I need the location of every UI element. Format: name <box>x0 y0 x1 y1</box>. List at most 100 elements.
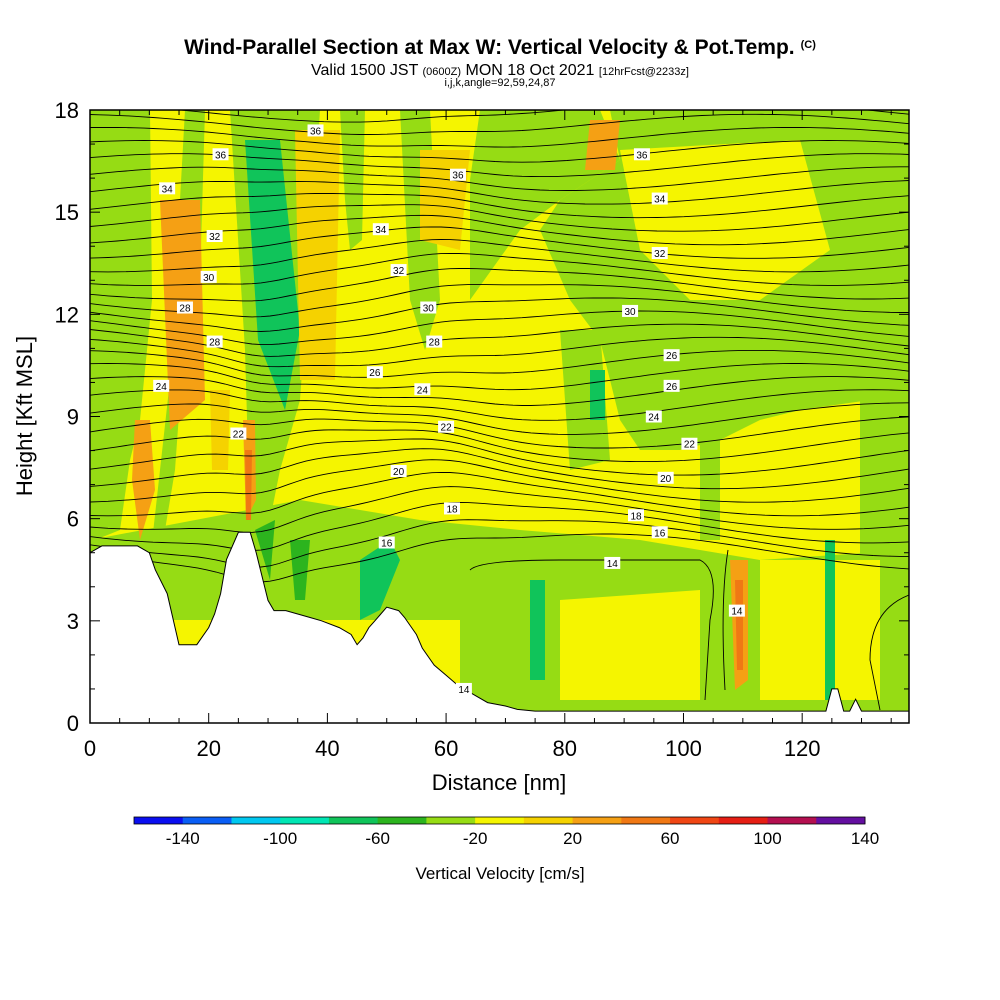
contour-label: 32 <box>206 230 223 243</box>
velocity-region-24 <box>295 130 340 380</box>
contour-label: 14 <box>604 556 621 570</box>
contour-label-bg <box>645 410 662 423</box>
colorbar-swatch <box>426 817 476 824</box>
theta-contour-line <box>90 323 909 357</box>
contour-label: 24 <box>414 383 431 396</box>
contour-label-bg <box>307 124 324 137</box>
theta-contour-line <box>90 349 909 378</box>
theta-contour-line <box>90 226 909 259</box>
contour-label: 24 <box>645 410 662 424</box>
y-tick-label: 0 <box>67 711 79 736</box>
colorbar-swatch <box>670 817 720 824</box>
velocity-region-19 <box>255 520 275 580</box>
valid-utc: (0600Z) <box>422 66 462 78</box>
theta-contour-line <box>90 389 909 421</box>
velocity-region-9 <box>620 140 830 300</box>
contour-label-text: 32 <box>393 266 405 277</box>
contour-label: 26 <box>663 349 680 362</box>
contour-label: 22 <box>438 420 455 434</box>
velocity-region-28 <box>735 580 743 670</box>
contour-label-bg <box>390 464 407 477</box>
velocity-region-25 <box>585 120 620 170</box>
colorbar-label: Vertical Velocity [cm/s] <box>415 864 585 883</box>
contour-label: 36 <box>449 168 466 182</box>
x-tick-label: 0 <box>84 736 96 761</box>
contour-label-text: 28 <box>179 304 191 315</box>
velocity-region-22 <box>245 450 252 520</box>
theta-contour-line <box>90 438 909 476</box>
theta-contour-line <box>90 180 909 205</box>
velocity-region-23 <box>160 200 205 430</box>
contour-label-text: 26 <box>369 368 381 379</box>
theta-contour-line <box>90 448 909 490</box>
contour-label-text: 28 <box>429 338 441 349</box>
y-axis-label: Height [Kft MSL] <box>12 336 37 496</box>
contour-label: 36 <box>307 124 324 137</box>
theta-contour-line <box>90 126 909 148</box>
contour-label-text: 32 <box>209 232 221 243</box>
contour-label-text: 16 <box>654 528 666 539</box>
contour-label-bg <box>651 247 668 260</box>
contour-label: 36 <box>633 148 650 161</box>
contour-label-text: 26 <box>666 382 678 393</box>
velocity-region-20 <box>132 420 155 540</box>
contour-label-text: 20 <box>660 474 672 485</box>
contour-label-text: 36 <box>215 150 227 161</box>
theta-contour-line <box>469 559 714 701</box>
contour-label-bg <box>728 604 745 617</box>
contour-label-bg <box>159 182 176 195</box>
x-axis-label: Distance [nm] <box>432 770 567 795</box>
chart-title-text: Wind-Parallel Section at Max W: Vertical… <box>184 36 795 59</box>
contour-label: 22 <box>681 437 698 451</box>
theta-contour-line <box>722 549 729 691</box>
contour-label-bg <box>622 304 639 317</box>
contour-label-text: 36 <box>310 126 322 137</box>
contour-label-bg <box>426 335 443 348</box>
contour-label-bg <box>200 270 217 283</box>
contour-label-text: 14 <box>458 685 470 696</box>
contour-label-bg <box>230 427 247 440</box>
theta-contour-line <box>90 416 909 449</box>
contour-label-text: 30 <box>203 273 215 284</box>
contour-label: 24 <box>153 379 170 393</box>
colorbar-swatch <box>475 817 525 824</box>
contour-label-bg <box>212 148 229 161</box>
contour-label-text: 26 <box>666 351 678 362</box>
contour-label-text: 24 <box>156 382 168 393</box>
velocity-region-10 <box>560 330 610 470</box>
contour-label-text: 22 <box>233 430 245 441</box>
contour-label-text: 36 <box>636 150 648 161</box>
contour-label-bg <box>455 682 472 695</box>
contour-label-text: 20 <box>393 467 405 478</box>
contour-label-bg <box>414 383 431 396</box>
section-params: i,j,k,angle=92,59,24,87 <box>444 77 556 89</box>
contour-label: 30 <box>622 304 639 318</box>
y-tick-label: 9 <box>67 405 79 430</box>
contour-label: 28 <box>426 335 443 349</box>
contour-label-bg <box>366 366 383 379</box>
contour-label-text: 14 <box>731 607 743 618</box>
contour-label: 28 <box>176 301 193 315</box>
velocity-region-29 <box>210 390 230 470</box>
contour-label-bg <box>390 264 407 277</box>
y-tick-label: 18 <box>55 98 79 123</box>
contour-label-bg <box>444 502 461 515</box>
contour-label-text: 22 <box>684 440 696 451</box>
colorbar-tick-label: 20 <box>563 829 582 848</box>
contour-label: 32 <box>651 247 668 260</box>
contour-label-text: 24 <box>648 413 660 424</box>
colorbar-frame <box>133 816 866 825</box>
contour-label: 34 <box>651 192 668 206</box>
velocity-region-30 <box>590 370 605 420</box>
contour-label: 32 <box>390 264 407 277</box>
contour-label-text: 34 <box>162 184 174 195</box>
colorbar-tick-label: 140 <box>851 829 879 848</box>
velocity-region-31 <box>825 540 835 700</box>
theta-contour-line <box>90 402 909 435</box>
theta-contour-line <box>90 204 909 232</box>
contour-label-bg <box>372 223 389 236</box>
contour-label-bg <box>206 335 223 348</box>
contour-label-bg <box>438 420 455 433</box>
colorbar-swatch <box>767 817 817 824</box>
chart-subtitle: Valid 1500 JST (0600Z) MON 18 Oct 2021 [… <box>0 62 1000 80</box>
